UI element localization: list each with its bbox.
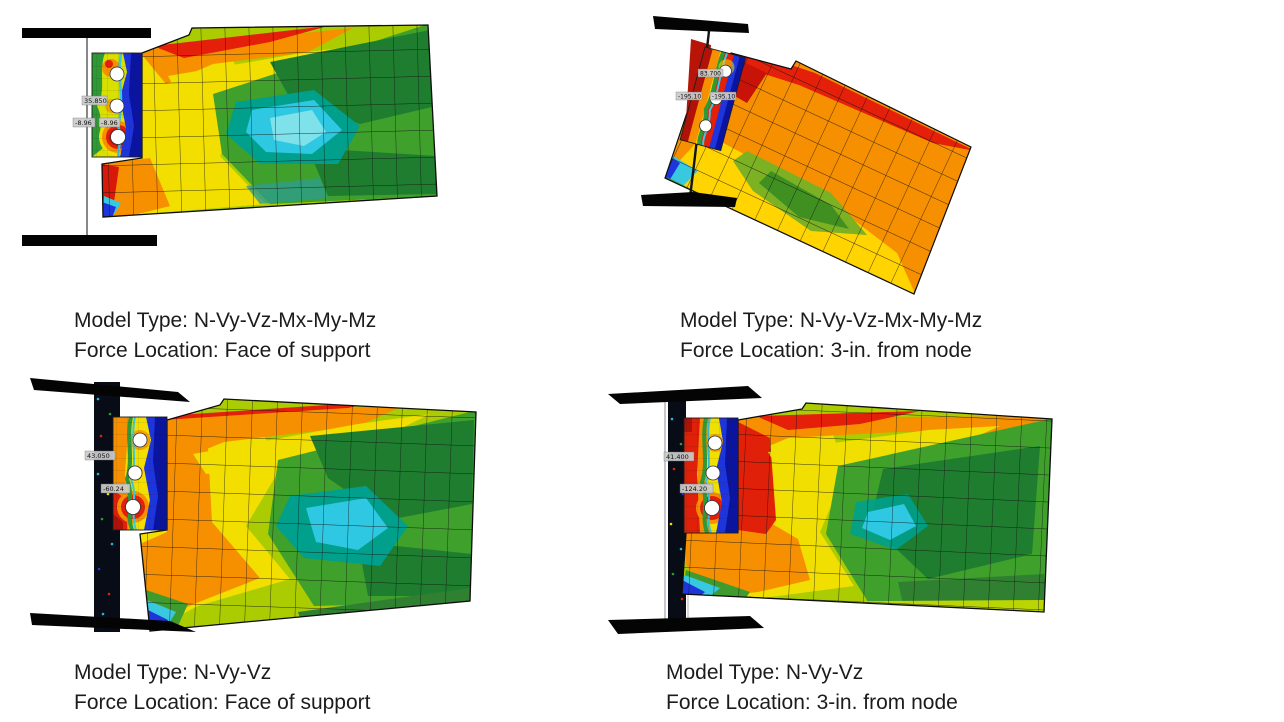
svg-text:-60.24: -60.24 (103, 485, 124, 493)
svg-text:-8.96: -8.96 (75, 119, 92, 127)
fea-plot-top-left: 35.850 -8.96 -8.96 (22, 24, 438, 246)
bolt-hole (707, 435, 723, 451)
caption-bottom-right: Model Type: N-Vy-Vz Force Location: 3-in… (666, 658, 958, 718)
model-type-line: Model Type: N-Vy-Vz-Mx-My-Mz (680, 309, 983, 332)
svg-text:43.050: 43.050 (87, 452, 110, 460)
force-location-line: Force Location: Face of support (74, 339, 371, 362)
bolt-hole (125, 499, 141, 515)
stress-label: -195.10 (709, 91, 737, 101)
model-type-line: Model Type: N-Vy-Vz-Mx-My-Mz (74, 309, 377, 332)
model-type-line: Model Type: N-Vy-Vz (666, 661, 864, 684)
fea-plot-bottom-right: 41.400 -124.20 (608, 386, 1053, 634)
stress-label: 35.850 (81, 95, 108, 106)
svg-text:41.400: 41.400 (666, 453, 689, 461)
column-flange (30, 378, 190, 402)
caption-top-left: Model Type: N-Vy-Vz-Mx-My-Mz Force Locat… (74, 306, 376, 366)
svg-text:-8.96: -8.96 (101, 119, 118, 127)
fea-plot-top-right: 83.700 -195.10 -195.10 (641, 16, 972, 295)
column-flange (30, 613, 196, 632)
bolt-hole (109, 98, 125, 114)
stress-label: -8.96 (98, 117, 121, 128)
bolt-hole (132, 432, 148, 448)
column-flange (608, 386, 762, 404)
bolt-hole (127, 465, 143, 481)
svg-text:-195.10: -195.10 (712, 94, 735, 101)
force-location-line: Force Location: 3-in. from node (666, 691, 958, 714)
beam-web-mesh (139, 398, 477, 632)
svg-text:83.700: 83.700 (700, 71, 721, 78)
bolt-hole (110, 129, 126, 145)
column-flange (608, 616, 764, 634)
stress-label: 41.400 (663, 451, 695, 462)
shear-plate (683, 417, 739, 534)
bolt-hole (699, 119, 713, 133)
force-location-line: Force Location: Face of support (74, 691, 371, 714)
stress-label: 83.700 (697, 68, 724, 78)
column-flange (653, 16, 749, 33)
column-flange (641, 192, 737, 207)
stress-label: -8.96 (72, 117, 96, 128)
model-type-line: Model Type: N-Vy-Vz (74, 661, 272, 684)
svg-text:35.850: 35.850 (84, 97, 107, 105)
force-location-line: Force Location: 3-in. from node (680, 339, 972, 362)
caption-top-right: Model Type: N-Vy-Vz-Mx-My-Mz Force Locat… (680, 306, 982, 366)
svg-text:-124.20: -124.20 (682, 485, 707, 493)
column-flange (22, 28, 151, 38)
stress-label: -195.10 (675, 91, 703, 101)
shear-plate (112, 416, 168, 531)
stress-label: 43.050 (84, 450, 116, 461)
caption-bottom-left: Model Type: N-Vy-Vz Force Location: Face… (74, 658, 371, 718)
bolt-hole (704, 500, 720, 516)
svg-text:-195.10: -195.10 (678, 94, 701, 101)
bolt-hole (109, 66, 125, 82)
stress-label: -60.24 (100, 483, 131, 494)
column-flange (22, 235, 157, 246)
beam-web-mesh (101, 24, 438, 218)
stress-label: -124.20 (679, 483, 714, 494)
fea-plot-bottom-left: 43.050 -60.24 (30, 378, 477, 632)
bolt-hole (705, 465, 721, 481)
